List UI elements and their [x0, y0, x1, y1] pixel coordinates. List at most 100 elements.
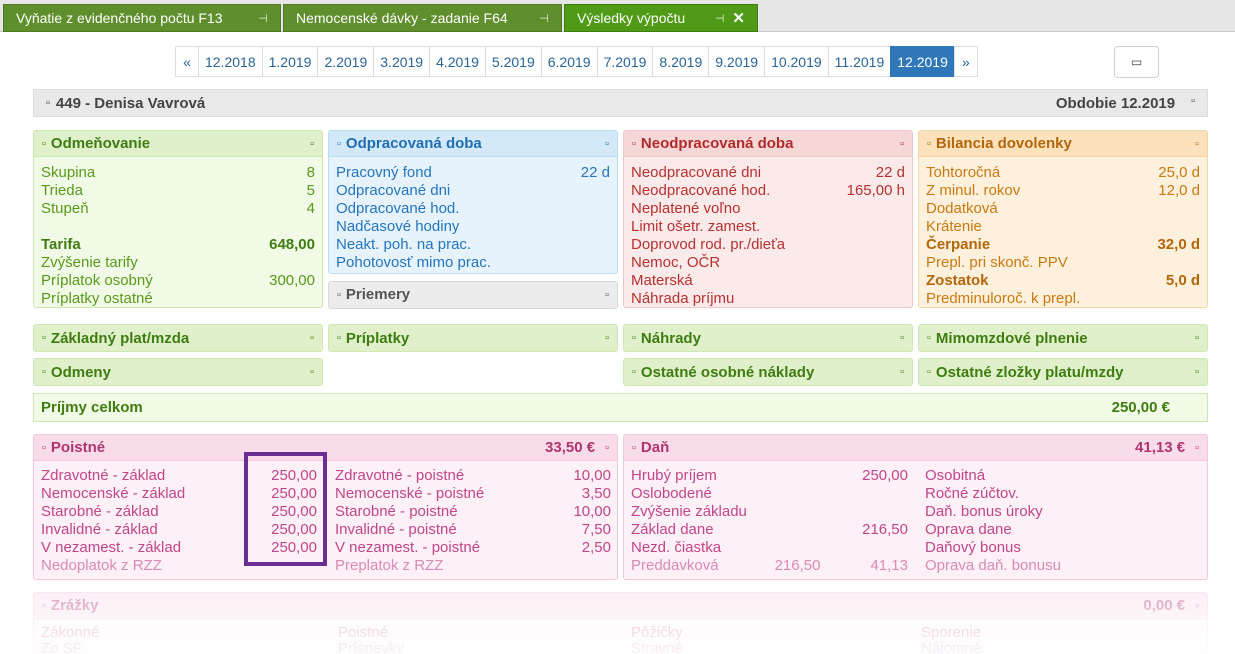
- panel-neodpracovana: ▫ Neodpracovaná doba ▫ Neodpracované dni…: [623, 130, 913, 308]
- panel-nahrady[interactable]: ▫ Náhrady ▫: [623, 324, 913, 352]
- panel-header[interactable]: ▫ Bilancia dovolenky ▫: [919, 131, 1207, 157]
- collapse-icon[interactable]: ▫: [1195, 599, 1199, 612]
- tab-label: Výsledky výpočtu: [577, 10, 686, 26]
- employee-header: ▫ 449 - Denisa Vavrová Obdobie 12.2019 ▫: [33, 89, 1208, 117]
- poistne-base-list: Zdravotné - základ 250,00 Nemocenské - zá…: [41, 467, 317, 575]
- period-pager: « 12.2018 1.2019 2.2019 3.2019 4.2019 5.…: [175, 46, 978, 77]
- pager-item[interactable]: 4.2019: [429, 46, 486, 77]
- panel-header[interactable]: ▫ Náhrady ▫: [624, 325, 912, 351]
- collapse-icon[interactable]: ▫: [310, 137, 314, 150]
- list-item: Nemocenské - základ 250,00: [41, 485, 317, 502]
- pager-item[interactable]: 9.2019: [708, 46, 766, 77]
- list-item: Osobitná: [925, 467, 986, 484]
- panel-title: Poistné: [50, 439, 106, 456]
- panel-header[interactable]: ▫ Priemery ▫: [329, 282, 617, 308]
- panel-amount: 33,50 €: [545, 439, 596, 456]
- panel-header[interactable]: ▫ Daň 41,13 € ▫: [624, 435, 1207, 461]
- highlight-box: [244, 452, 327, 566]
- pager-item[interactable]: 11.2019: [827, 46, 892, 77]
- panel-header[interactable]: ▫ Základný plat/mzda ▫: [34, 325, 322, 351]
- pager-item[interactable]: 5.2019: [484, 46, 542, 77]
- pager-item[interactable]: 6.2019: [540, 46, 598, 77]
- collapse-icon[interactable]: ▫: [900, 332, 904, 344]
- zrazky-col: Sporenie Nájomné: [921, 624, 982, 654]
- panel-header[interactable]: ▫ Odmeňovanie ▫: [34, 131, 322, 157]
- panel-icon: ▫: [42, 332, 46, 344]
- collapse-icon[interactable]: ▫: [605, 137, 609, 150]
- panel-odpracovana: ▫ Odpracovaná doba ▫ Pracovný fond 22 d O…: [328, 130, 618, 274]
- pin-icon[interactable]: ⊣: [539, 12, 549, 25]
- collapse-icon[interactable]: ▫: [605, 288, 609, 301]
- tab-vysledky[interactable]: Výsledky výpočtu ⊣ ✕: [564, 4, 758, 32]
- pager-item[interactable]: 2.2019: [317, 46, 375, 77]
- employee-name: 449 - Denisa Vavrová: [55, 94, 206, 112]
- collapse-icon[interactable]: ▫: [605, 332, 609, 344]
- list-item: Skupina 8: [41, 164, 315, 181]
- panel-ostatne-zlozky[interactable]: ▫ Ostatné zložky platu/mzdy ▫: [918, 358, 1208, 386]
- zrazky-col: Poistné Príspevky: [338, 624, 404, 654]
- collapse-icon[interactable]: ▫: [310, 332, 314, 344]
- collapse-icon[interactable]: ▫: [605, 441, 609, 454]
- panel-header[interactable]: ▫ Ostatné osobné náklady ▫: [624, 359, 912, 385]
- panel-title: Odmeňovanie: [50, 135, 151, 152]
- list-item: Oprava daň. bonusu: [925, 557, 1061, 574]
- list-item: Príplatky ostatné: [41, 290, 153, 307]
- pager-next[interactable]: »: [953, 46, 978, 77]
- panel-header[interactable]: ▫ Ostatné zložky platu/mzdy ▫: [919, 359, 1207, 385]
- list-item: Neodpracované dni 22 d: [631, 164, 905, 181]
- panel-ostatne-naklady[interactable]: ▫ Ostatné osobné náklady ▫: [623, 358, 913, 386]
- panel-icon: ▫: [337, 332, 341, 344]
- panel-title: Daň: [640, 439, 670, 456]
- list-item: Neplatené voľno: [631, 200, 741, 217]
- pager-item[interactable]: 8.2019: [652, 46, 710, 77]
- collapse-icon[interactable]: ▫: [900, 137, 904, 150]
- pager-item[interactable]: 7.2019: [596, 46, 654, 77]
- print-icon: ▭: [1130, 55, 1143, 69]
- panel-header[interactable]: ▫ Odpracovaná doba ▫: [329, 131, 617, 157]
- collapse-icon[interactable]: ▫: [1195, 366, 1199, 378]
- tab-nemocenske[interactable]: Nemocenské dávky - zadanie F64 ⊣: [283, 4, 562, 32]
- panel-header[interactable]: ▫ Príplatky ▫: [329, 325, 617, 351]
- panel-priplatky[interactable]: ▫ Príplatky ▫: [328, 324, 618, 352]
- panel-icon: ▫: [42, 441, 46, 454]
- close-icon[interactable]: ✕: [732, 10, 745, 27]
- list-item: Zvýšenie tarify: [41, 254, 138, 271]
- collapse-icon[interactable]: ▫: [1191, 94, 1195, 107]
- tab-vynatie[interactable]: Vyňatie z evidenčného počtu F13 ⊣: [3, 4, 281, 32]
- list-item: Predminuloroč. k prepl.: [926, 290, 1081, 307]
- panel-odmeny[interactable]: ▫ Odmeny ▫: [33, 358, 323, 386]
- collapse-icon[interactable]: ▫: [1195, 332, 1199, 344]
- list-item: Limit ošetr. zamest.: [631, 218, 761, 235]
- zrazky-col: Pôžičky Stravné: [631, 624, 683, 654]
- pager-item-active[interactable]: 12.2019: [890, 46, 955, 77]
- panel-zakladny-plat[interactable]: ▫ Základný plat/mzda ▫: [33, 324, 323, 352]
- list-item: Daňový bonus: [925, 539, 1021, 556]
- panel-title: Zrážky: [50, 597, 99, 614]
- pin-icon[interactable]: ⊣: [258, 12, 268, 25]
- pager-item[interactable]: 12.2018: [198, 46, 263, 77]
- collapse-icon[interactable]: ▫: [1195, 441, 1199, 454]
- user-icon: ▫: [46, 97, 50, 109]
- pager-item[interactable]: 1.2019: [261, 46, 319, 77]
- list-item: Preplatok z RZZ: [335, 557, 444, 574]
- pager-item[interactable]: 3.2019: [373, 46, 431, 77]
- panel-title: Príplatky: [345, 329, 410, 347]
- panel-header[interactable]: ▫ Odmeny ▫: [34, 359, 322, 385]
- panel-mimomzdove[interactable]: ▫ Mimomzdové plnenie ▫: [918, 324, 1208, 352]
- pin-icon[interactable]: ⊣: [714, 12, 725, 25]
- collapse-icon[interactable]: ▫: [310, 366, 314, 378]
- pager-prev[interactable]: «: [175, 46, 199, 77]
- list-item: Starobné - poistné 10,00: [335, 503, 611, 520]
- tab-label: Vyňatie z evidenčného počtu F13: [16, 10, 223, 26]
- collapse-icon[interactable]: ▫: [900, 366, 904, 378]
- list-item: Neodpracované hod. 165,00 h: [631, 182, 905, 199]
- print-button[interactable]: ▭: [1114, 46, 1159, 78]
- panel-header[interactable]: ▫ Mimomzdové plnenie ▫: [919, 325, 1207, 351]
- collapse-icon[interactable]: ▫: [1195, 137, 1199, 150]
- panel-header[interactable]: ▫ Neodpracovaná doba ▫: [624, 131, 912, 157]
- dan-other-list: Osobitná Ročné zúčtov. Daň. bonus úroky …: [925, 467, 1201, 575]
- panel-priemery[interactable]: ▫ Priemery ▫: [328, 281, 618, 309]
- panel-header[interactable]: ▫ Zrážky 0,00 € ▫: [34, 593, 1207, 619]
- panel-amount: 0,00 €: [1143, 597, 1186, 614]
- pager-item[interactable]: 10.2019: [764, 46, 829, 77]
